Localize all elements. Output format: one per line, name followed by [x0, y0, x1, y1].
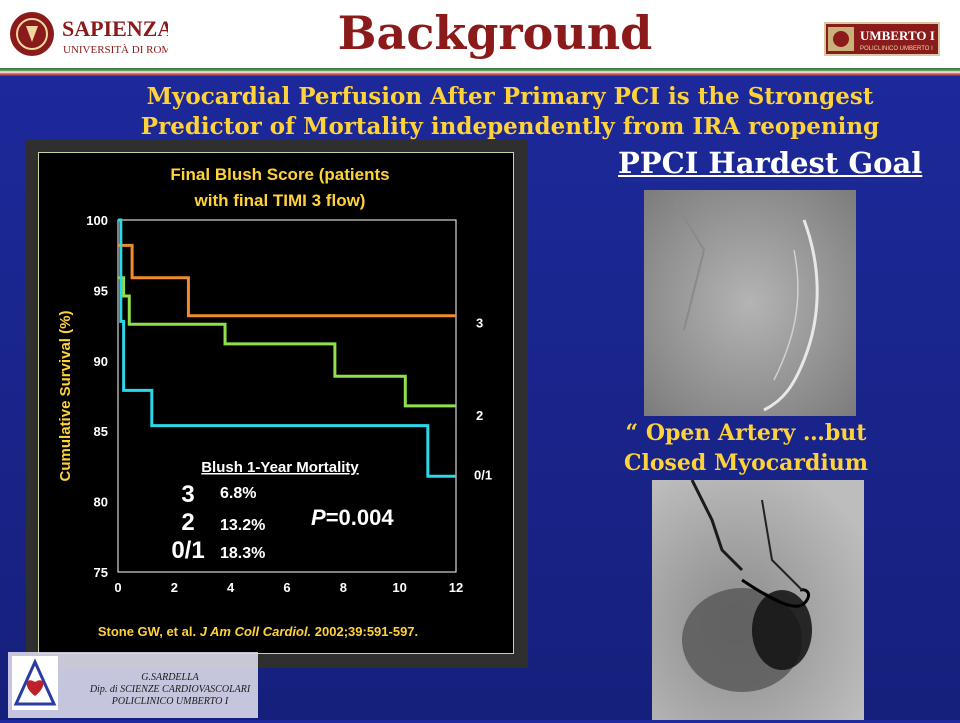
- mortality-grade: 2: [181, 509, 194, 536]
- x-tick-label: 10: [392, 580, 406, 595]
- series-line-3: [118, 243, 456, 318]
- slide-subtitle: Myocardial Perfusion After Primary PCI i…: [100, 82, 920, 142]
- angiogram-image-bottom: [652, 480, 864, 720]
- p-value-number: =0.004: [326, 505, 395, 530]
- y-tick-label: 75: [94, 565, 108, 580]
- chart-title-line-1: Final Blush Score (patients: [170, 165, 389, 184]
- x-tick-label: 2: [171, 580, 178, 595]
- p-value: P=0.004: [311, 505, 394, 530]
- angiogram-image-top: [644, 190, 856, 416]
- ppci-goal-heading: PPCI Hardest Goal: [618, 146, 923, 180]
- y-axis-label: Cumulative Survival (%): [57, 311, 74, 482]
- y-tick-label: 100: [86, 213, 108, 228]
- x-tick-label: 0: [114, 580, 121, 595]
- mortality-grade: 0/1: [171, 537, 204, 564]
- umberto-logo-sub: POLICLINICO UMBERTO I: [860, 46, 933, 52]
- chart-title: Final Blush Score (patients with final T…: [170, 165, 389, 210]
- footer-name: G.SARDELLA: [141, 672, 199, 683]
- mortality-value: 18.3%: [220, 545, 265, 562]
- sapienza-logo-sub: UNIVERSITÀ DI ROMA: [63, 44, 168, 56]
- citation-journal: J Am Coll Cardiol.: [200, 624, 311, 639]
- series-line-2: [118, 276, 456, 408]
- citation-details: 2002;39:591-597.: [311, 624, 418, 639]
- x-tick-label: 12: [449, 580, 463, 595]
- citation: Stone GW, et al. J Am Coll Cardiol. 2002…: [98, 624, 418, 639]
- subtitle-line-1: Myocardial Perfusion After Primary PCI i…: [146, 83, 874, 110]
- page-title: Background: [337, 6, 653, 60]
- y-tick-label: 90: [94, 354, 108, 369]
- x-tick-label: 8: [340, 580, 347, 595]
- sapienza-logo: SAPIENZA UNIVERSITÀ DI ROMA: [8, 8, 179, 60]
- chart-title-line-2: with final TIMI 3 flow): [194, 191, 366, 210]
- y-tick-label: 80: [94, 495, 108, 510]
- series-end-label: 2: [476, 408, 483, 423]
- series-end-label: 0/1: [474, 467, 492, 482]
- x-tick-label: 6: [283, 580, 290, 595]
- y-tick-label: 85: [94, 424, 108, 439]
- footer-dept: Dip. di SCIENZE CARDIOVASCOLARI: [89, 684, 251, 695]
- cardiology-logo: [12, 656, 58, 710]
- citation-authors: Stone GW, et al.: [98, 624, 200, 639]
- footer-hospital: POLICLINICO UMBERTO I: [111, 696, 229, 707]
- mortality-heading: Blush 1-Year Mortality: [201, 459, 359, 476]
- open-artery-quote: “ Open Artery …but Closed Myocardium ”!!: [610, 418, 882, 508]
- mortality-value: 13.2%: [220, 517, 265, 534]
- x-tick-label: 4: [227, 580, 235, 595]
- header-stripe: [0, 68, 960, 76]
- umberto-logo: UMBERTO I POLICLINICO UMBERTO I: [824, 22, 940, 56]
- p-value-label: P: [311, 505, 326, 530]
- subtitle-line-2: Predictor of Mortality independently fro…: [140, 113, 880, 140]
- mortality-value: 6.8%: [220, 485, 256, 502]
- y-tick-label: 95: [94, 283, 108, 298]
- umberto-logo-name: UMBERTO I: [860, 28, 935, 43]
- series-line-0-1: [118, 218, 456, 478]
- series-end-label: 3: [476, 316, 483, 331]
- footer-credit: G.SARDELLA Dip. di SCIENZE CARDIOVASCOLA…: [72, 672, 268, 708]
- header-bar: [0, 0, 960, 68]
- quote-line-1: “ Open Artery …but: [625, 420, 867, 446]
- mortality-grade: 3: [181, 481, 194, 508]
- sapienza-logo-name: SAPIENZA: [62, 16, 168, 41]
